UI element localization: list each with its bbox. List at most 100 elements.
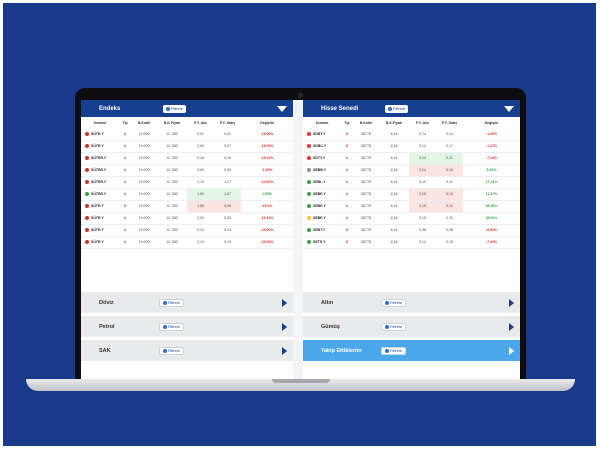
- symbol-cell: SÜTR.Y: [81, 128, 119, 141]
- kotik-cell: 10.000: [131, 176, 157, 189]
- table-row[interactable]: SÜTER.Y A 10.000 12 .362 1,13 1,17 -10,60%: [81, 176, 293, 189]
- symbol-cell-text: SETS.Y: [313, 239, 326, 244]
- endeks-header[interactable]: Endeks Filtrele: [81, 100, 293, 117]
- sell-cell: 0,11: [436, 176, 463, 189]
- chevron-right-icon[interactable]: [509, 346, 514, 355]
- symbol-cell: SÜTR.Y: [81, 224, 119, 237]
- change-cell-text: -16,00%: [260, 144, 274, 148]
- chevron-right-icon[interactable]: [282, 322, 287, 331]
- doviz-filter-button[interactable]: Filtrele: [159, 298, 185, 307]
- symbol-cell: SÜTR.Y: [81, 212, 119, 225]
- filter-icon: [166, 106, 170, 111]
- kotik-cell: 10.000: [131, 188, 157, 201]
- change-cell-text: 25,00%: [485, 216, 498, 220]
- hisse-filter-button[interactable]: Filtrele: [385, 104, 409, 113]
- status-dot-icon: [307, 240, 311, 245]
- table-row[interactable]: SEBT.Y S 36778 6,15 0,36 0,38 -8,50%: [303, 224, 520, 237]
- status-dot-icon: [307, 228, 311, 233]
- change-cell: -7,40%: [463, 236, 520, 249]
- chevron-right-icon[interactable]: [509, 322, 514, 331]
- symbol-cell: SEBL.Y: [303, 176, 341, 189]
- buy-cell-text: 0,05: [197, 144, 204, 148]
- bar-title: Takip Ettiklerim: [321, 347, 362, 354]
- table-row[interactable]: SDBY.Y S 36778 6,15 0,74 0,14 -1,20%: [303, 128, 520, 141]
- symbol-cell: SÜTER.Y: [81, 164, 119, 177]
- bar-title: Petrol: [99, 323, 115, 330]
- table-row[interactable]: SÜTR.Y S 10.000 12 .362 1,56 0,06 -16,0%: [81, 200, 293, 213]
- table-row[interactable]: SÜTR.Y A 10.000 12 .362 0,10 0,13 -25,00%: [81, 224, 293, 237]
- sell-cell-text: 0,06: [224, 204, 231, 208]
- kotik-cell: 36778: [353, 212, 379, 225]
- bar-takip-ettiklerim[interactable]: Takip Ettiklerim Filtrele: [303, 340, 520, 361]
- status-dot-icon: [85, 192, 89, 197]
- change-cell: -16,00%: [241, 128, 293, 141]
- chevron-down-icon[interactable]: [277, 105, 287, 112]
- symbol-cell: SÜTR.Y: [81, 236, 119, 249]
- bar-altin[interactable]: Altın Filtrele: [303, 292, 520, 313]
- tip-cell: A: [341, 200, 353, 213]
- change-cell: 1,05%: [241, 188, 293, 201]
- bar-doviz[interactable]: Döviz Filtrele: [81, 292, 293, 313]
- table-row[interactable]: SÜTER.Y A 10.000 12 .362 3,00 0,00 -1,60%: [81, 164, 293, 177]
- chevron-right-icon[interactable]: [509, 298, 514, 307]
- laptop-screen: Endeks Filtrele Sembol Tip B.Kotik B.K.F…: [81, 100, 520, 379]
- symbol-cell-text: SDTY.Y: [313, 155, 326, 160]
- table-row[interactable]: SÜTER.Y A 10.000 12 .362 1,60 1,67 1,05%: [81, 188, 293, 201]
- buy-cell: 1,56: [187, 200, 214, 213]
- table-row[interactable]: SÜTR.Y A 10.000 12 .362 0,05 0,07 -16,00%: [81, 140, 293, 153]
- altin-filter-button[interactable]: Filtrele: [381, 298, 407, 307]
- tip-cell: A: [119, 128, 131, 141]
- tip-cell: A: [119, 140, 131, 153]
- gumus-filter-button[interactable]: Filtrele: [381, 322, 407, 331]
- table-row[interactable]: SÜTR.Y A 10.000 12 .362 0,10 0,19 -25,00%: [81, 236, 293, 249]
- buy-cell: 0,03: [187, 212, 214, 225]
- symbol-cell-text: SÜTER.Y: [91, 179, 107, 184]
- table-header-row: Sembol Tip B.Kotik B.K.Fiyatı P.Y. Alış …: [303, 117, 520, 128]
- table-row[interactable]: SDTY.Y A 36778 6,15 0,14 0,11 -7,10%: [303, 152, 520, 165]
- endeks-filter-button[interactable]: Filtrele: [163, 104, 187, 113]
- kotik-cell: 36778: [353, 200, 379, 213]
- price-cell-text: 6,15: [390, 180, 398, 184]
- buy-cell: 1,60: [187, 188, 214, 201]
- chevron-down-icon[interactable]: [504, 105, 514, 112]
- table-row[interactable]: SETS.Y S 36778 6,15 0,14 0,15 -7,40%: [303, 236, 520, 249]
- symbol-cell: SEBE.Y: [303, 188, 341, 201]
- col-header: B.K.Fiyatı: [163, 120, 181, 125]
- table-row[interactable]: SEBB.Y A 36778 6,15 0,14 0,16 5,30%: [303, 164, 520, 177]
- status-dot-icon: [85, 216, 89, 221]
- table-row[interactable]: SEBE.Y A 36778 6,15 0,15 0,10 11,17%: [303, 188, 520, 201]
- table-row[interactable]: SDBC.Y S 36778 6,15 0,14 0,17 -1,47%: [303, 140, 520, 153]
- tip-cell: A: [341, 176, 353, 189]
- table-row[interactable]: SÜTR.Y A 10.000 12 .362 0,03 0,03 -15,10%: [81, 212, 293, 225]
- chevron-right-icon[interactable]: [282, 298, 287, 307]
- bar-gumus[interactable]: Gümüş Filtrele: [303, 316, 520, 337]
- kotik-cell-text: 10.000: [138, 240, 150, 244]
- kotik-cell-text: 36778: [361, 168, 371, 172]
- bar-petrol[interactable]: Petrol Filtrele: [81, 316, 293, 337]
- bar-title: Altın: [321, 299, 334, 306]
- table-row[interactable]: SÜTR.Y A 10.000 12 .362 0,01 0,01 -16,00%: [81, 128, 293, 141]
- sell-cell-text: 0,38: [446, 228, 453, 232]
- kotik-cell: 10.000: [131, 224, 157, 237]
- sak-filter-button[interactable]: Filtrele: [159, 346, 185, 355]
- table-row[interactable]: SÜTER.Y A 10.000 12 .362 0,16 0,16 -16,10%: [81, 152, 293, 165]
- table-row[interactable]: SEBE.Y A 36778 6,15 0,15 0,11 25,00%: [303, 212, 520, 225]
- chevron-right-icon[interactable]: [282, 346, 287, 355]
- filter-label: Filtrele: [393, 106, 406, 111]
- symbol-cell-text: SDBY.Y: [313, 131, 326, 136]
- kotik-cell: 10.000: [131, 164, 157, 177]
- buy-cell-text: 0,15: [419, 192, 426, 196]
- symbol-cell-text: SEBE.Y: [313, 203, 326, 208]
- sell-cell: 0,17: [436, 140, 463, 153]
- table-row[interactable]: SEBE.Y A 36778 6,15 0,15 0,10 25,28%: [303, 200, 520, 213]
- bar-sak[interactable]: SAK Filtrele: [81, 340, 293, 361]
- buy-cell-text: 0,03: [197, 216, 204, 220]
- price-cell-text: 6,15: [390, 144, 398, 148]
- takip-filter-button[interactable]: Filtrele: [381, 346, 407, 355]
- tip-cell: S: [341, 224, 353, 237]
- sell-cell: 0,15: [436, 236, 463, 249]
- change-cell-text: -7,10%: [485, 156, 498, 160]
- hisse-header[interactable]: Hisse Senedi Filtrele: [303, 100, 520, 117]
- table-row[interactable]: SEBL.Y A 36778 6,15 0,10 0,11 17,14%: [303, 176, 520, 189]
- petrol-filter-button[interactable]: Filtrele: [159, 322, 185, 331]
